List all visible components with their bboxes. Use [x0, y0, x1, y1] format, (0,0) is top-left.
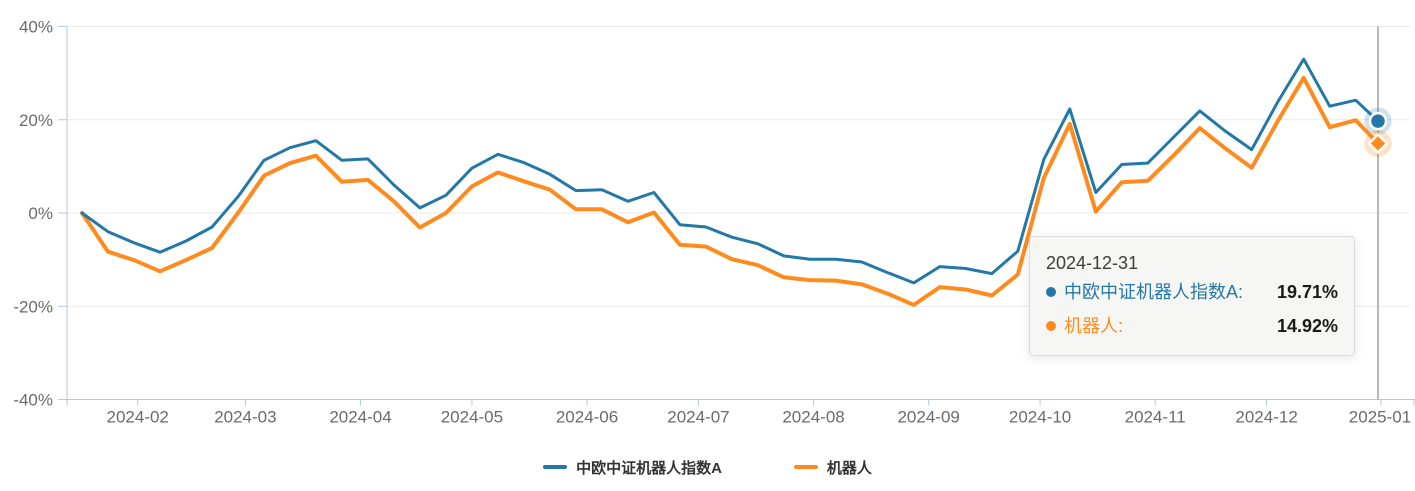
tooltip-date: 2024-12-31 [1046, 253, 1139, 273]
tooltip-row-benchmark: 机器人: 14.92% [1046, 309, 1338, 343]
chart-legend: 中欧中证机器人指数A 机器人 [0, 452, 1415, 482]
x-axis-label: 2024-12 [1235, 408, 1297, 427]
legend-label: 机器人 [826, 459, 872, 477]
y-axis-label: 20% [19, 111, 53, 130]
series-line-benchmark[interactable] [80, 75, 1380, 307]
chart-tooltip: 2024-12-31 中欧中证机器人指数A: 19.71% 机器人: 14.92… [1029, 236, 1355, 356]
x-axis-label: 2024-02 [107, 408, 169, 427]
legend-item-fund[interactable]: 中欧中证机器人指数A [543, 457, 722, 478]
x-axis-label: 2024-10 [1009, 408, 1071, 427]
x-axis-label: 2024-09 [897, 408, 959, 427]
end-marker-diamond[interactable] [1367, 132, 1389, 155]
tooltip-series-value: 19.71% [1276, 282, 1338, 302]
y-axis-label: 40% [19, 18, 53, 37]
series-dot-icon [1046, 321, 1056, 331]
end-marker-circle[interactable] [1368, 111, 1388, 131]
y-axis-label: -20% [13, 297, 53, 316]
series-line-fund[interactable] [80, 57, 1380, 285]
legend-line-swatch [543, 465, 568, 469]
series-dot-icon [1046, 287, 1056, 297]
y-axis-label: -40% [13, 391, 53, 410]
x-axis-label: 2024-08 [782, 408, 844, 427]
x-axis-label: 2024-11 [1125, 408, 1186, 427]
tooltip-row-fund: 中欧中证机器人指数A: 19.71% [1046, 275, 1338, 309]
tooltip-series-value: 14.92% [1276, 316, 1338, 336]
legend-line-swatch [793, 465, 818, 469]
legend-label: 中欧中证机器人指数A [576, 459, 722, 477]
x-axis-label: 2025-01 [1349, 408, 1411, 427]
tooltip-series-label: 中欧中证机器人指数A: [1064, 282, 1244, 302]
x-axis-label: 2024-07 [667, 408, 729, 427]
x-axis-label: 2024-04 [329, 408, 391, 427]
x-axis-label: 2024-05 [441, 408, 503, 427]
tooltip-series-label: 机器人: [1064, 316, 1124, 336]
legend-item-benchmark[interactable]: 机器人 [793, 457, 872, 478]
x-axis-label: 2024-06 [556, 408, 618, 427]
y-axis-label: 0% [28, 204, 53, 223]
x-axis-label: 2024-03 [214, 408, 276, 427]
